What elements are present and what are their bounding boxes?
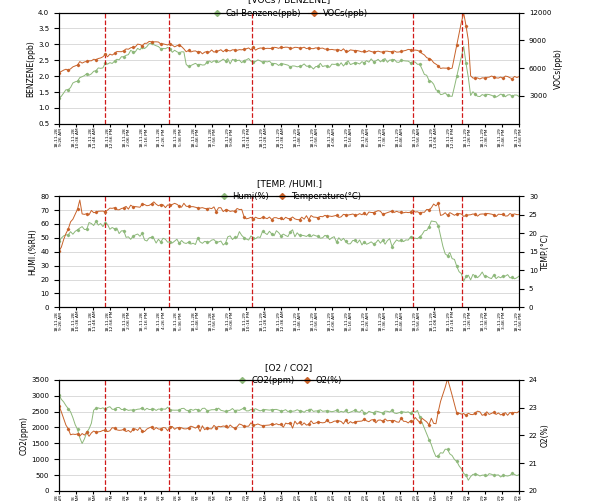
Y-axis label: VOCs(ppb): VOCs(ppb): [554, 48, 563, 89]
Y-axis label: CO2(ppm): CO2(ppm): [19, 416, 28, 455]
Y-axis label: HUMI.(%RH): HUMI.(%RH): [28, 228, 38, 275]
Legend: Cal-Benzene(ppb), VOCs(ppb): Cal-Benzene(ppb), VOCs(ppb): [207, 0, 371, 21]
Legend: CO2(ppm), O2(%): CO2(ppm), O2(%): [232, 359, 346, 388]
Y-axis label: BENZENE(ppb): BENZENE(ppb): [26, 40, 35, 97]
Y-axis label: TEMP.(°C): TEMP.(°C): [540, 233, 550, 270]
Legend: Humi(%), Temperature(°C): Humi(%), Temperature(°C): [214, 176, 364, 204]
Y-axis label: O2(%): O2(%): [540, 423, 549, 447]
